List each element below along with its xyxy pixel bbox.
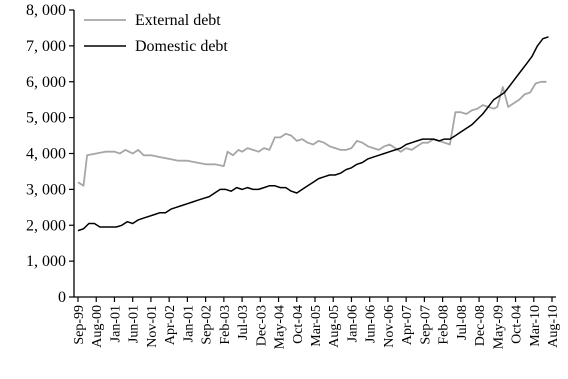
y-tick-label: 7, 000 [26, 38, 66, 55]
x-tick-label: Apr-02 [163, 305, 178, 345]
x-tick-label: Aug-10 [546, 305, 561, 348]
x-tick-label: Feb-08 [437, 305, 452, 345]
x-tick-label: Feb-03 [218, 305, 233, 345]
y-tick-label: 3, 000 [26, 181, 66, 198]
x-tick-label: Jul-08 [455, 305, 470, 340]
x-tick-label: Aug-00 [90, 305, 105, 348]
x-tick-label: Jan-06 [345, 305, 360, 342]
series-layer [77, 36, 549, 232]
axes: 0 1, 000 2, 000 3, 000 4, 000 5, 000 6, 000 7, … [26, 2, 561, 349]
x-tick-label: Oct-04 [291, 305, 306, 344]
x-tick-label: Apr-07 [400, 305, 415, 345]
x-tick-label: Sep-07 [418, 305, 433, 345]
x-tick-label: Jun-01 [127, 305, 142, 343]
series-line-domestic-debt [77, 36, 549, 232]
x-tick-label: Nov-06 [382, 305, 397, 348]
x-tick-label: Sep-99 [72, 305, 87, 345]
x-tick-label: Jan-01 [181, 305, 196, 342]
x-tick-label: May-09 [491, 305, 506, 349]
x-tick-label: Dec-08 [473, 305, 488, 346]
x-tick-label: Jan-01 [108, 305, 123, 342]
x-tick-label: Mar-10 [528, 305, 543, 347]
y-tick-label: 2, 000 [26, 217, 66, 234]
x-tick-label: May-04 [273, 305, 288, 349]
x-tick-label: Mar-05 [309, 305, 324, 347]
legend: External debt Domestic debt [84, 12, 228, 55]
x-tick-label: Sep-02 [200, 305, 215, 345]
x-tick-label: Jun-06 [364, 305, 379, 343]
x-tick-label: Nov-01 [145, 305, 160, 348]
y-tick-label: 5, 000 [26, 110, 66, 127]
y-tick-label: 4, 000 [26, 146, 66, 163]
y-tick-label: 8, 000 [26, 2, 66, 19]
x-tick-label: Jul-03 [236, 305, 251, 340]
y-tick-label: 0 [58, 289, 66, 306]
y-tick-label: 6, 000 [26, 74, 66, 91]
x-tick-label: Aug-05 [327, 305, 342, 348]
x-tick-label: Oct-04 [510, 305, 525, 344]
x-tick-label: Dec-03 [254, 305, 269, 346]
y-tick-label: 1, 000 [26, 253, 66, 270]
legend-label: Domestic debt [135, 38, 228, 55]
series-line-external-debt [77, 80, 547, 187]
legend-label: External debt [135, 12, 221, 29]
